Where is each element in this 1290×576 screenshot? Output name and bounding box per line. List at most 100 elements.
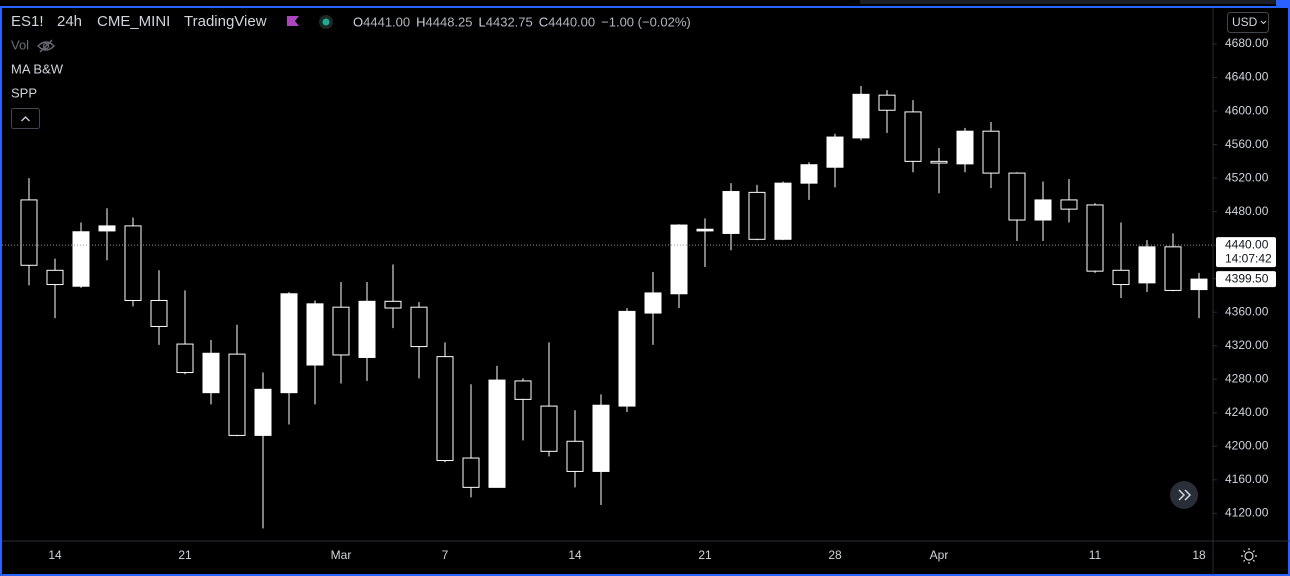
candle-body <box>150 299 168 327</box>
candle-body <box>982 130 1000 174</box>
x-tick-label: 7 <box>442 548 449 562</box>
candle-body <box>358 300 376 358</box>
candle-body <box>696 228 714 232</box>
candle-body <box>228 353 246 436</box>
ohlc-change: −1.00 (−0.02%) <box>601 14 691 29</box>
source: TradingView <box>184 13 267 30</box>
x-tick-label: 11 <box>1089 548 1102 562</box>
candle-body <box>1112 269 1130 286</box>
candle-body <box>852 93 870 139</box>
y-tick-label: 4240.00 <box>1225 405 1269 419</box>
candle-body <box>800 164 818 184</box>
price-label: 4399.50 <box>1225 271 1269 285</box>
scroll-to-realtime[interactable] <box>1170 481 1198 509</box>
ohlc-values: O 4441.00 H 4448.25 L 4432.75 C 4440.00 −1.00 (−… <box>353 14 691 29</box>
ohlc-value: 4441.00 <box>363 14 410 29</box>
ohlc-key: C <box>539 14 548 29</box>
candle-body <box>202 352 220 394</box>
candle-body <box>670 224 688 295</box>
plot-area: 4680.00 4640.00 4600.00 4560.00 4520.00 4480.… <box>2 36 1276 562</box>
x-tick-label: 28 <box>828 548 842 562</box>
interval[interactable]: 24h <box>57 13 82 30</box>
y-tick-label: 4120.00 <box>1225 506 1269 520</box>
x-tick-label: Mar <box>331 548 352 562</box>
candle-body <box>462 457 480 488</box>
candle-body <box>384 300 402 309</box>
candle-body <box>20 199 38 266</box>
candle-body <box>306 303 324 366</box>
candle-body <box>956 130 974 165</box>
indicator-label[interactable]: SPP <box>11 85 37 100</box>
flag-icon[interactable] <box>287 16 299 26</box>
settings-icon[interactable] <box>1241 548 1257 564</box>
collapse-button[interactable] <box>11 108 40 129</box>
price-badge <box>1216 237 1276 268</box>
y-tick-label: 4680.00 <box>1225 36 1269 50</box>
currency: USD <box>1232 15 1258 29</box>
indicator-label[interactable]: MA B&W <box>11 61 64 76</box>
candle-body <box>72 231 90 287</box>
candle-body <box>1138 246 1156 284</box>
candle-body <box>1086 204 1104 272</box>
indicator-label[interactable]: Vol <box>11 37 29 52</box>
candle-body <box>488 379 506 488</box>
price-label: 4440.00 <box>1225 237 1269 251</box>
candle-body <box>410 306 428 348</box>
candle-body <box>280 293 298 394</box>
ohlc-key: H <box>416 14 425 29</box>
candle-body <box>722 191 740 234</box>
ohlc-key: O <box>353 14 363 29</box>
exchange: CME_MINI <box>97 13 170 30</box>
candle-body <box>98 225 116 232</box>
overlay: ES1! 24h CME_MINI TradingView O 4441.00 H 4… <box>11 12 1269 564</box>
candle-body <box>254 388 272 436</box>
candle-body <box>124 225 142 301</box>
currency-select[interactable]: USD <box>1227 12 1269 33</box>
ohlc-key: L <box>479 14 486 29</box>
candle-body <box>46 269 64 286</box>
x-tick-label: 21 <box>178 548 192 562</box>
x-tick-label: 21 <box>698 548 712 562</box>
candle-body <box>644 292 662 314</box>
candle-body <box>1164 246 1182 291</box>
candle-body <box>332 306 350 356</box>
price-badge <box>1216 271 1276 288</box>
y-tick-label: 4280.00 <box>1225 371 1269 385</box>
y-tick-label: 4160.00 <box>1225 472 1269 486</box>
candle-body <box>904 111 922 162</box>
top-bar <box>860 0 1290 4</box>
candle-body <box>618 310 636 407</box>
candle-body <box>1190 278 1208 291</box>
y-tick-label: 4360.00 <box>1225 304 1269 318</box>
candle-body <box>1034 199 1052 221</box>
candle-body <box>514 380 532 400</box>
symbol[interactable]: ES1! <box>11 13 44 30</box>
candle-body <box>176 343 194 374</box>
candle-body <box>826 136 844 168</box>
candle-body <box>592 404 610 472</box>
x-tick-label: 14 <box>48 548 62 562</box>
x-tick-label: 14 <box>568 548 582 562</box>
hidden-icon[interactable] <box>37 39 55 53</box>
y-tick-label: 4320.00 <box>1225 338 1269 352</box>
candle-body <box>774 182 792 240</box>
y-tick-label: 4520.00 <box>1225 170 1269 184</box>
y-tick-label: 4560.00 <box>1225 137 1269 151</box>
top-marker <box>1276 0 1290 6</box>
candle-body <box>930 160 948 164</box>
focus-border <box>0 6 1290 576</box>
y-tick-label: 4200.00 <box>1225 438 1269 452</box>
countdown: 14:07:42 <box>1225 251 1272 265</box>
candle-body <box>1008 172 1026 221</box>
status-dot <box>322 18 330 26</box>
ohlc-value: 4432.75 <box>486 14 533 29</box>
y-tick-label: 4640.00 <box>1225 70 1269 84</box>
ohlc-value: 4440.00 <box>548 14 595 29</box>
candle-body <box>1060 199 1078 210</box>
y-tick-label: 4480.00 <box>1225 204 1269 218</box>
candle-body <box>748 191 766 240</box>
x-tick-label: 18 <box>1192 548 1206 562</box>
candle-body <box>436 356 454 462</box>
